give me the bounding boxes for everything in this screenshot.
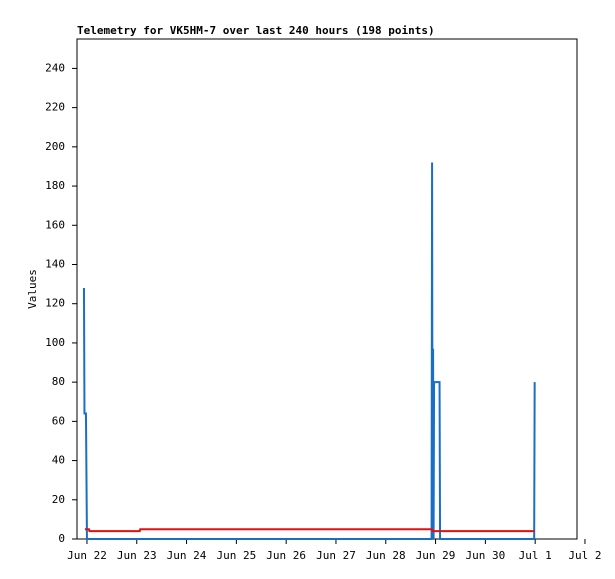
y-tick-label: 160 (45, 218, 65, 231)
y-tick-label: 180 (45, 179, 65, 192)
x-tick-label: Jun 30 (465, 549, 505, 562)
x-tick-label: Jun 27 (316, 549, 356, 562)
y-tick-label: 20 (52, 493, 65, 506)
plot-frame (76, 38, 578, 540)
y-tick-label: 220 (45, 101, 65, 114)
y-axis-label: Values (26, 269, 39, 309)
series-line (82, 162, 536, 540)
y-tick-label: 140 (45, 257, 65, 270)
x-tick-label: Jul 2 (568, 549, 601, 562)
x-tick-label: Jun 24 (167, 549, 207, 562)
x-tick-label: Jul 1 (519, 549, 552, 562)
y-tick-label: 120 (45, 297, 65, 310)
y-tick-label: 0 (58, 532, 65, 545)
y-tick-label: 60 (52, 414, 65, 427)
x-tick-label: Jun 25 (216, 549, 256, 562)
y-tick-label: 40 (52, 454, 65, 467)
y-tick-label: 80 (52, 375, 65, 388)
x-tick-label: Jun 23 (117, 549, 157, 562)
x-tick-label: Jun 26 (266, 549, 306, 562)
x-tick-label: Jun 29 (416, 549, 456, 562)
x-tick-label: Jun 28 (366, 549, 406, 562)
y-tick-label: 240 (45, 61, 65, 74)
series-line (84, 528, 535, 533)
x-tick-label: Jun 22 (67, 549, 107, 562)
y-tick-label: 200 (45, 140, 65, 153)
chart-title: Telemetry for VK5HM-7 over last 240 hour… (77, 24, 435, 37)
y-tick-label: 100 (45, 336, 65, 349)
